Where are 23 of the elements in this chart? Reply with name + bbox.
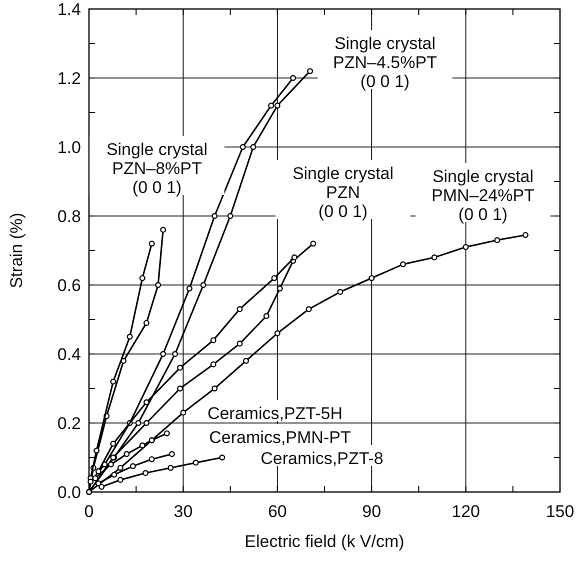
x-tick-label: 0 [84, 502, 94, 521]
y-axis-title: Strain (%) [7, 212, 26, 288]
y-tick-label: 0.4 [57, 344, 81, 364]
x-tick-label: 150 [546, 502, 574, 521]
y-tick-label: 0.0 [57, 482, 81, 502]
y-tick-label: 0.2 [57, 414, 81, 433]
y-tick-label: 1.2 [57, 68, 81, 88]
y-tick-label: 0.6 [57, 276, 81, 295]
annotation: Single crystal PZN (0 0 1) [292, 164, 394, 221]
y-tick-label: 1.0 [57, 138, 81, 157]
x-tick-label: 60 [268, 502, 287, 521]
annotation: Single crystal PMN–24%PT (0 0 1) [432, 166, 534, 224]
annotation: Single crystal PZN–8%PT (0 0 1) [106, 140, 208, 197]
annotation: Ceramics,PZT-8 [260, 448, 384, 468]
x-tick-label: 120 [452, 502, 480, 521]
y-tick-label: 1.4 [57, 0, 81, 19]
y-tick-label: 0.8 [57, 206, 81, 226]
x-tick-label: 90 [362, 502, 382, 521]
annotation: Ceramics,PMN-PT [209, 428, 351, 447]
annotation: Single crystal PZN–4.5%PT (0 0 1) [333, 34, 437, 91]
x-axis-title: Electric field (k V/cm) [244, 532, 404, 551]
annotation: Ceramics,PZT-5H [207, 404, 343, 423]
x-tick-label: 30 [174, 502, 193, 521]
